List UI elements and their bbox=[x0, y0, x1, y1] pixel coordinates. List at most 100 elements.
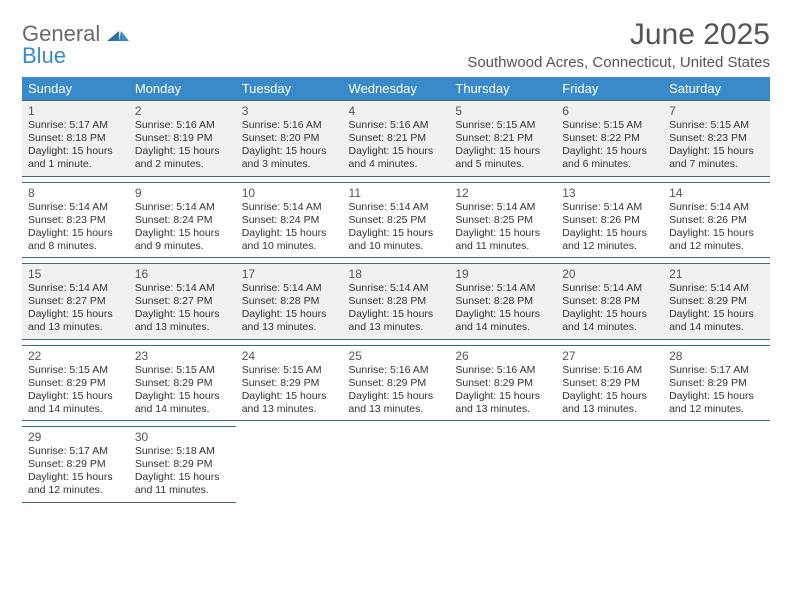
sunrise-line: Sunrise: 5:15 AM bbox=[242, 364, 337, 377]
day-header: Tuesday bbox=[236, 77, 343, 101]
sunset-line: Sunset: 8:24 PM bbox=[135, 214, 230, 227]
sunset-line: Sunset: 8:23 PM bbox=[28, 214, 123, 227]
sunset-line: Sunset: 8:27 PM bbox=[135, 295, 230, 308]
sunrise-line: Sunrise: 5:14 AM bbox=[349, 282, 444, 295]
daylight-line1: Daylight: 15 hours bbox=[28, 390, 123, 403]
day-number: 17 bbox=[242, 264, 337, 282]
day-header: Thursday bbox=[449, 77, 556, 101]
day-number: 24 bbox=[242, 346, 337, 364]
daylight-line1: Daylight: 15 hours bbox=[135, 227, 230, 240]
day-header: Friday bbox=[556, 77, 663, 101]
sunrise-line: Sunrise: 5:14 AM bbox=[28, 201, 123, 214]
page-header: General Blue June 2025 Southwood Acres, … bbox=[22, 18, 770, 71]
brand-logo: General Blue bbox=[22, 18, 129, 68]
day-header-row: Sunday Monday Tuesday Wednesday Thursday… bbox=[22, 77, 770, 101]
sunrise-line: Sunrise: 5:18 AM bbox=[135, 445, 230, 458]
daylight-line2: and 14 minutes. bbox=[28, 403, 123, 416]
sunset-line: Sunset: 8:28 PM bbox=[455, 295, 550, 308]
day-number: 9 bbox=[135, 183, 230, 201]
location-label: Southwood Acres, Connecticut, United Sta… bbox=[467, 54, 770, 71]
daylight-line2: and 13 minutes. bbox=[349, 321, 444, 334]
sunrise-line: Sunrise: 5:14 AM bbox=[669, 282, 764, 295]
sunset-line: Sunset: 8:29 PM bbox=[455, 377, 550, 390]
sunrise-line: Sunrise: 5:14 AM bbox=[455, 282, 550, 295]
daylight-line2: and 2 minutes. bbox=[135, 158, 230, 171]
daylight-line2: and 14 minutes. bbox=[135, 403, 230, 416]
daylight-line2: and 11 minutes. bbox=[455, 240, 550, 253]
sunset-line: Sunset: 8:29 PM bbox=[349, 377, 444, 390]
sunrise-line: Sunrise: 5:17 AM bbox=[28, 119, 123, 132]
sunrise-line: Sunrise: 5:15 AM bbox=[455, 119, 550, 132]
day-cell: 20Sunrise: 5:14 AMSunset: 8:28 PMDayligh… bbox=[556, 264, 663, 340]
daylight-line1: Daylight: 15 hours bbox=[242, 145, 337, 158]
sunrise-line: Sunrise: 5:16 AM bbox=[562, 364, 657, 377]
day-cell bbox=[663, 427, 770, 503]
daylight-line1: Daylight: 15 hours bbox=[242, 308, 337, 321]
sunrise-line: Sunrise: 5:15 AM bbox=[562, 119, 657, 132]
daylight-line1: Daylight: 15 hours bbox=[562, 227, 657, 240]
daylight-line1: Daylight: 15 hours bbox=[242, 390, 337, 403]
sunset-line: Sunset: 8:23 PM bbox=[669, 132, 764, 145]
day-cell: 5Sunrise: 5:15 AMSunset: 8:21 PMDaylight… bbox=[449, 101, 556, 177]
day-cell: 26Sunrise: 5:16 AMSunset: 8:29 PMDayligh… bbox=[449, 345, 556, 421]
daylight-line2: and 7 minutes. bbox=[669, 158, 764, 171]
daylight-line1: Daylight: 15 hours bbox=[455, 390, 550, 403]
day-cell: 19Sunrise: 5:14 AMSunset: 8:28 PMDayligh… bbox=[449, 264, 556, 340]
day-cell: 1Sunrise: 5:17 AMSunset: 8:18 PMDaylight… bbox=[22, 101, 129, 177]
daylight-line2: and 13 minutes. bbox=[562, 403, 657, 416]
day-cell: 4Sunrise: 5:16 AMSunset: 8:21 PMDaylight… bbox=[343, 101, 450, 177]
sunrise-line: Sunrise: 5:14 AM bbox=[669, 201, 764, 214]
sunrise-line: Sunrise: 5:14 AM bbox=[135, 282, 230, 295]
sunset-line: Sunset: 8:24 PM bbox=[242, 214, 337, 227]
day-cell: 3Sunrise: 5:16 AMSunset: 8:20 PMDaylight… bbox=[236, 101, 343, 177]
daylight-line1: Daylight: 15 hours bbox=[28, 145, 123, 158]
day-cell: 22Sunrise: 5:15 AMSunset: 8:29 PMDayligh… bbox=[22, 345, 129, 421]
day-cell bbox=[236, 427, 343, 503]
day-number: 23 bbox=[135, 346, 230, 364]
sunrise-line: Sunrise: 5:15 AM bbox=[669, 119, 764, 132]
day-number: 13 bbox=[562, 183, 657, 201]
day-header: Sunday bbox=[22, 77, 129, 101]
sunrise-line: Sunrise: 5:14 AM bbox=[562, 201, 657, 214]
day-cell: 21Sunrise: 5:14 AMSunset: 8:29 PMDayligh… bbox=[663, 264, 770, 340]
week-row: 29Sunrise: 5:17 AMSunset: 8:29 PMDayligh… bbox=[22, 427, 770, 503]
day-number: 14 bbox=[669, 183, 764, 201]
day-number: 28 bbox=[669, 346, 764, 364]
sunset-line: Sunset: 8:27 PM bbox=[28, 295, 123, 308]
daylight-line2: and 5 minutes. bbox=[455, 158, 550, 171]
week-row: 22Sunrise: 5:15 AMSunset: 8:29 PMDayligh… bbox=[22, 345, 770, 421]
daylight-line2: and 12 minutes. bbox=[669, 240, 764, 253]
daylight-line2: and 13 minutes. bbox=[135, 321, 230, 334]
title-block: June 2025 Southwood Acres, Connecticut, … bbox=[467, 18, 770, 71]
sunset-line: Sunset: 8:19 PM bbox=[135, 132, 230, 145]
day-cell: 9Sunrise: 5:14 AMSunset: 8:24 PMDaylight… bbox=[129, 182, 236, 258]
day-number: 10 bbox=[242, 183, 337, 201]
daylight-line2: and 1 minute. bbox=[28, 158, 123, 171]
daylight-line1: Daylight: 15 hours bbox=[28, 471, 123, 484]
daylight-line1: Daylight: 15 hours bbox=[562, 145, 657, 158]
brand-line2: Blue bbox=[22, 43, 66, 68]
week-row: 1Sunrise: 5:17 AMSunset: 8:18 PMDaylight… bbox=[22, 101, 770, 177]
sunrise-line: Sunrise: 5:14 AM bbox=[455, 201, 550, 214]
day-number: 4 bbox=[349, 101, 444, 119]
sunrise-line: Sunrise: 5:16 AM bbox=[349, 119, 444, 132]
sunset-line: Sunset: 8:21 PM bbox=[349, 132, 444, 145]
day-header: Saturday bbox=[663, 77, 770, 101]
sunrise-line: Sunrise: 5:14 AM bbox=[135, 201, 230, 214]
sunrise-line: Sunrise: 5:14 AM bbox=[28, 282, 123, 295]
day-header: Monday bbox=[129, 77, 236, 101]
sunrise-line: Sunrise: 5:16 AM bbox=[242, 119, 337, 132]
sunrise-line: Sunrise: 5:16 AM bbox=[455, 364, 550, 377]
day-cell: 18Sunrise: 5:14 AMSunset: 8:28 PMDayligh… bbox=[343, 264, 450, 340]
daylight-line2: and 14 minutes. bbox=[455, 321, 550, 334]
day-cell: 13Sunrise: 5:14 AMSunset: 8:26 PMDayligh… bbox=[556, 182, 663, 258]
sunset-line: Sunset: 8:18 PM bbox=[28, 132, 123, 145]
daylight-line1: Daylight: 15 hours bbox=[135, 145, 230, 158]
week-row: 8Sunrise: 5:14 AMSunset: 8:23 PMDaylight… bbox=[22, 182, 770, 258]
sunset-line: Sunset: 8:25 PM bbox=[349, 214, 444, 227]
day-number: 19 bbox=[455, 264, 550, 282]
sunset-line: Sunset: 8:26 PM bbox=[562, 214, 657, 227]
day-number: 2 bbox=[135, 101, 230, 119]
day-number: 11 bbox=[349, 183, 444, 201]
day-number: 8 bbox=[28, 183, 123, 201]
